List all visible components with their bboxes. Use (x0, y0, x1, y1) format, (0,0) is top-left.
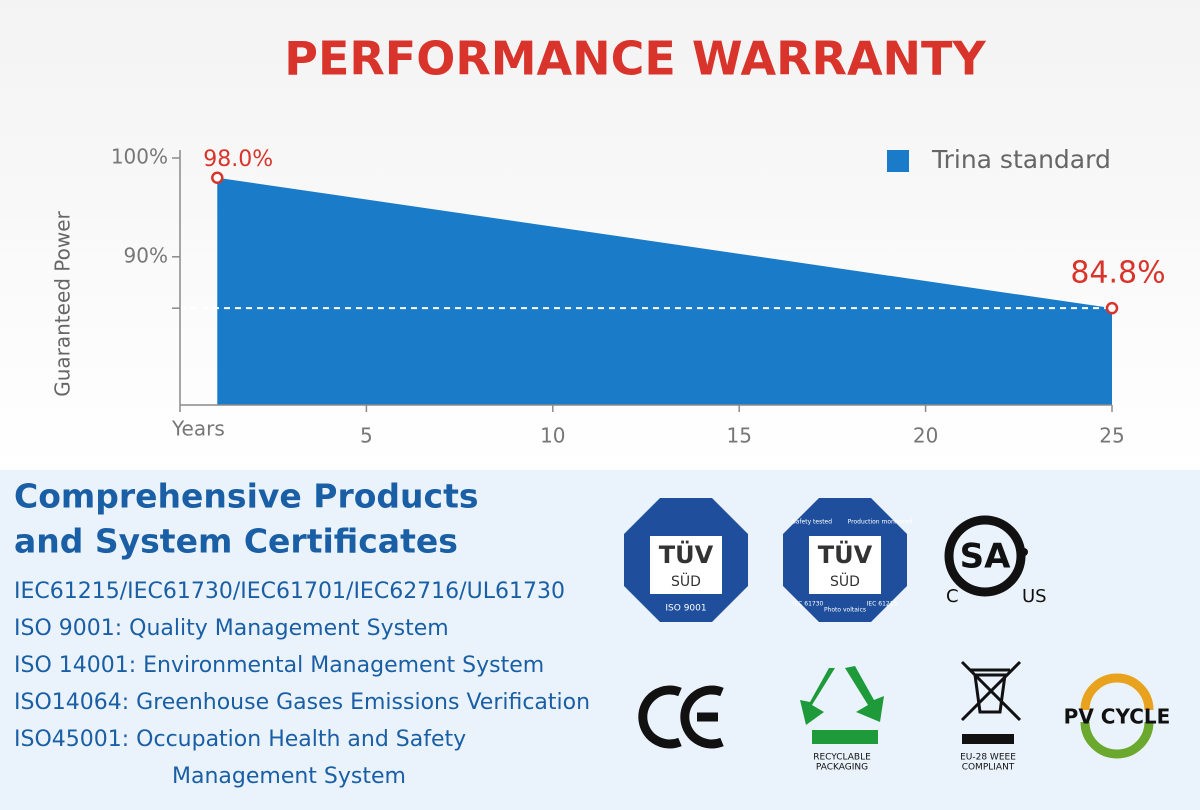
x-tick-label: 15 (726, 424, 751, 448)
logo-text: US (1022, 586, 1047, 607)
csa-logo: SA C US (944, 515, 1047, 607)
point (211, 171, 224, 185)
logo-text: IEC 61730 (793, 601, 824, 608)
weee-logo: EU-28 WEEE COMPLIANT (960, 660, 1022, 773)
legend-label: Trina standard (931, 145, 1111, 174)
x-tick-label: 10 (540, 424, 565, 448)
logo-text: TÜV (818, 539, 873, 569)
y-tick-label: 100% (111, 145, 168, 169)
cert-line: ISO 9001: Quality Management System (14, 616, 449, 641)
plot: 98.0% 84.8% Trina standard 100% 90% Years 5 10 1… (111, 145, 1166, 448)
svg-text:SA: SA (960, 537, 1011, 577)
chart-title: PERFORMANCE WARRANTY (284, 32, 986, 86)
logo-text: PV CYCLE (1064, 705, 1171, 729)
logo-text: RECYCLABLE (813, 753, 871, 763)
logo-text: Safety tested (792, 519, 832, 526)
x-tick-label: 20 (913, 424, 938, 448)
data-label: 98.0% (203, 147, 273, 172)
cert-heading: Comprehensive Products (14, 477, 478, 516)
cert-line: Management System (172, 764, 406, 789)
logo-text: TÜV (659, 539, 714, 569)
cert-line: IEC61215/IEC61730/IEC61701/IEC62716/UL61… (14, 579, 565, 604)
logo-text: COMPLIANT (962, 763, 1015, 773)
cert-line: ISO14064: Greenhouse Gases Emissions Ver… (14, 690, 590, 715)
y-axis-label: Guaranteed Power (51, 210, 75, 396)
data-label: 84.8% (1070, 256, 1165, 291)
cert-line: ISO 14001: Environmental Management Syst… (14, 653, 544, 678)
logo-text: C (946, 586, 959, 607)
cert-line: ISO45001: Occupation Health and Safety (14, 727, 466, 752)
area (217, 177, 1112, 405)
recycle-logo: RECYCLABLE PACKAGING (800, 666, 884, 773)
legend-swatch (887, 150, 909, 172)
logo-text: SÜD (830, 572, 860, 590)
y-tick-label: 90% (124, 243, 168, 267)
cert-heading: and System Certificates (14, 522, 458, 561)
tuv-logo: TÜV SÜD Safety tested Production monitor… (783, 498, 913, 622)
logo-text: SÜD (671, 572, 701, 590)
logo-text: IEC 61215 (867, 601, 898, 608)
logo-text: Photo voltaics (824, 607, 866, 614)
logo-text: EU-28 WEEE (960, 753, 1016, 763)
x-tick-label: 5 (360, 424, 373, 448)
ce-logo (638, 685, 724, 749)
x-tick-label: 25 (1099, 424, 1124, 448)
tuv-logo: TÜV SÜD ISO 9001 (624, 498, 748, 622)
logo-text: Production monitored (848, 519, 913, 526)
point (1105, 301, 1119, 315)
x-tick-label: Years (171, 417, 225, 441)
logo-text: ISO 9001 (665, 604, 706, 614)
pvcycle-logo: PV CYCLE (1064, 673, 1171, 759)
logo-text: PACKAGING (816, 763, 868, 773)
